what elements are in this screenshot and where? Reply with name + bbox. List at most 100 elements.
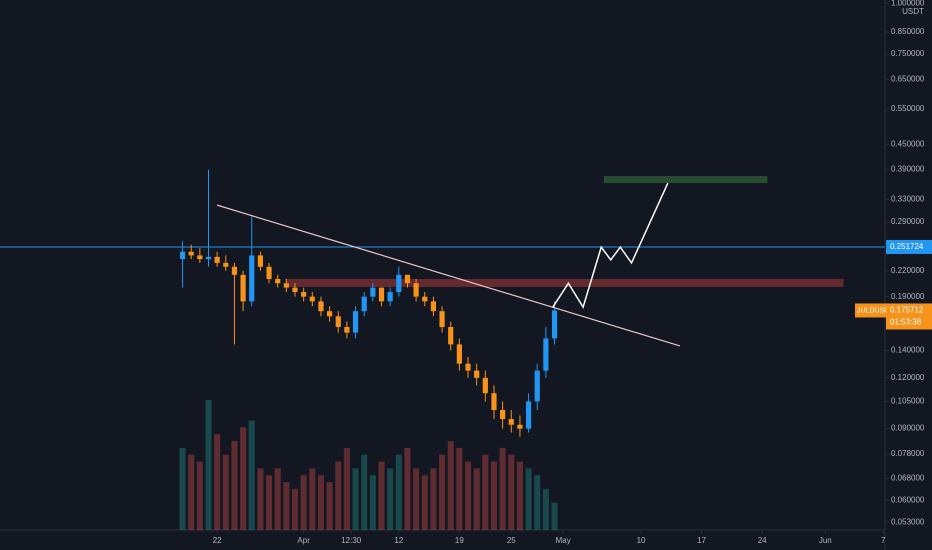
candle-body <box>257 255 263 267</box>
candle-body <box>543 338 549 371</box>
candle-body <box>223 262 229 267</box>
volume-bar <box>326 482 333 530</box>
y-tick-label: 0.450000 <box>891 139 925 148</box>
y-tick-label: 0.053000 <box>891 517 925 526</box>
candle-body <box>396 274 402 293</box>
x-tick-label: 24 <box>758 536 767 545</box>
candle-body <box>335 316 341 328</box>
y-tick-label: 0.060000 <box>891 495 925 504</box>
volume-bar <box>499 447 506 530</box>
candle-body <box>301 292 307 297</box>
y-tick-label: 0.190000 <box>891 292 925 301</box>
volume-bar <box>508 454 515 530</box>
candle-body <box>188 251 194 256</box>
volume-bar <box>447 441 454 530</box>
volume-bar <box>421 475 428 530</box>
candle-body <box>525 401 532 429</box>
volume-bar <box>430 468 437 530</box>
candle-body <box>231 266 238 275</box>
y-tick-label: 0.290000 <box>891 217 925 226</box>
candle-body <box>361 296 367 312</box>
candle-body <box>448 327 454 345</box>
candle-body <box>430 301 437 312</box>
candle-body <box>292 287 298 293</box>
candle-body <box>517 424 523 429</box>
x-tick-label: 17 <box>697 536 706 545</box>
volume-bar <box>542 488 549 530</box>
candle-body <box>249 255 255 302</box>
trend-line <box>216 204 681 347</box>
x-tick-label: Apr <box>297 536 310 545</box>
volume-bar <box>257 468 264 530</box>
volume-bar <box>266 475 273 530</box>
volume-bar <box>205 400 212 530</box>
volume-bar <box>404 447 411 530</box>
volume-bar <box>378 461 385 530</box>
volume-bar <box>335 461 342 530</box>
candle-body <box>214 256 220 263</box>
candle-body <box>309 296 315 302</box>
candle-body <box>283 283 289 288</box>
candle-body <box>439 311 445 328</box>
candle-body <box>179 251 186 260</box>
volume-bar <box>534 475 541 530</box>
candle-body <box>491 393 497 411</box>
candle-body <box>344 327 350 333</box>
volume-bar <box>300 475 307 530</box>
volume-bar <box>525 468 532 530</box>
candle-body <box>456 344 462 364</box>
x-tick-label: 22 <box>213 536 222 545</box>
volume-bar <box>464 461 472 530</box>
resistance-zone <box>285 278 844 287</box>
x-tick-label: 10 <box>637 536 646 545</box>
projection-path <box>552 182 669 310</box>
candle-body <box>205 256 212 260</box>
x-tick-label: 12:30 <box>341 536 362 545</box>
candle-body <box>370 287 376 297</box>
y-tick-label: 0.105000 <box>891 397 925 406</box>
candle-body <box>404 274 411 284</box>
candle-body <box>500 410 506 420</box>
candle-body <box>197 255 203 260</box>
volume-bar <box>231 441 238 530</box>
y-tick-label: 0.068000 <box>891 473 925 482</box>
candle-body <box>508 419 514 425</box>
candle-body <box>240 274 246 302</box>
y-tick-label: 0.850000 <box>891 27 925 36</box>
x-tick-label: May <box>556 536 571 545</box>
candle-body <box>378 287 385 302</box>
last-price-box <box>886 303 932 330</box>
last-price-label: 0.175712 <box>890 306 924 315</box>
currency-label: USDT <box>902 7 924 16</box>
price-label: 0.251724 <box>890 242 924 251</box>
volume-bar <box>551 502 558 530</box>
y-tick-label: 0.140000 <box>891 346 925 355</box>
volume-bar <box>283 482 290 530</box>
y-tick-label: 0.390000 <box>891 165 925 174</box>
candle-body <box>327 311 333 317</box>
volume-bar <box>188 454 195 530</box>
volume-bar <box>413 468 420 530</box>
volume-bar <box>309 468 316 530</box>
candle-body <box>551 310 558 339</box>
x-tick-label: 7 <box>881 536 886 545</box>
symbol-label-box <box>855 303 887 318</box>
volume-bar <box>214 434 221 530</box>
volume-bar <box>387 468 394 530</box>
y-tick-label: 0.220000 <box>891 266 925 275</box>
y-tick-label: 1.000000 <box>891 0 925 7</box>
candle-body <box>422 296 428 302</box>
candle-body <box>413 283 419 297</box>
volume-bar <box>369 475 376 530</box>
volume-bar <box>222 454 229 530</box>
volume-bar <box>490 461 498 530</box>
target-zone <box>603 176 768 184</box>
y-tick-label: 0.090000 <box>891 424 925 433</box>
volume-bar <box>240 427 247 530</box>
volume-bar <box>352 468 359 530</box>
volume-bar <box>196 461 203 530</box>
volume-bar <box>395 454 402 530</box>
